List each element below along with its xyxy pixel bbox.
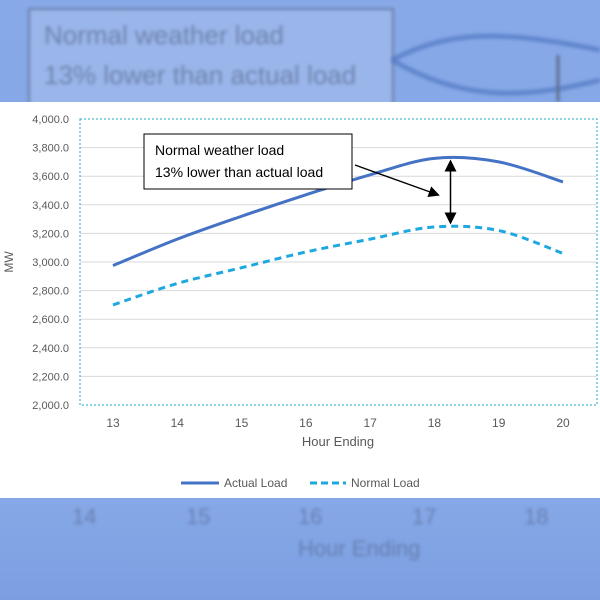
annotation-pointer-arrow	[354, 164, 440, 197]
chart-card: 2,000.0 2,200.0 2,400.0 2,600.0 2,800.0 3,000…	[0, 102, 600, 498]
annotation-line2: 13% lower than actual load	[155, 164, 323, 180]
y-tick-label: 3,000.0	[32, 257, 69, 269]
ghost-tick: 17	[412, 504, 437, 529]
x-tick-label: 13	[106, 416, 120, 430]
x-tick-label: 15	[235, 416, 249, 430]
ghost-tick: 15	[186, 504, 211, 529]
ghost-tick: 18	[524, 504, 549, 529]
ghost-annotation-box	[28, 8, 394, 102]
y-tick-label: 2,000.0	[32, 400, 69, 412]
ghost-curves	[390, 33, 600, 102]
x-tick-label: 20	[556, 416, 570, 430]
y-tick-label: 4,000.0	[32, 114, 69, 126]
annotation-line1: Normal weather load	[155, 142, 284, 158]
y-tick-label: 3,600.0	[32, 171, 69, 183]
x-tick-label: 18	[428, 416, 442, 430]
series-line-normal-load	[112, 224, 564, 307]
x-axis-label: Hour Ending	[302, 434, 374, 449]
legend: Actual Load Normal Load	[181, 476, 420, 490]
legend-label-actual: Actual Load	[224, 476, 287, 490]
legend-label-normal: Normal Load	[351, 476, 420, 490]
background-bottom: 14 15 16 17 18 Hour Ending	[0, 498, 600, 600]
x-tick-label: 16	[299, 416, 313, 430]
y-tick-labels: 2,000.0 2,200.0 2,400.0 2,600.0 2,800.0 3,000…	[32, 114, 69, 412]
y-tick-label: 3,200.0	[32, 228, 69, 240]
y-tick-label: 2,800.0	[32, 286, 69, 298]
y-tick-label: 2,200.0	[32, 371, 69, 383]
ghost-tick: 14	[72, 504, 97, 529]
ghost-tick: 16	[298, 504, 323, 529]
background-top: Normal weather load 13% lower than actua…	[0, 0, 600, 102]
annotation-box	[143, 133, 353, 190]
y-tick-label: 3,800.0	[32, 143, 69, 155]
y-tick-label: 2,600.0	[32, 314, 69, 326]
x-tick-labels: 13 14 15 16 17 18 19 20	[106, 416, 570, 430]
line-chart: 2,000.0 2,200.0 2,400.0 2,600.0 2,800.0 3,000…	[2, 114, 598, 490]
plot-area-border	[79, 118, 598, 406]
x-tick-label: 14	[171, 416, 185, 430]
x-tick-label: 17	[363, 416, 377, 430]
ghost-annotation-line2: 13% lower than actual load	[44, 60, 357, 90]
y-tick-label: 3,400.0	[32, 200, 69, 212]
ghost-xlabel: Hour Ending	[298, 536, 421, 561]
x-tick-label: 19	[492, 416, 506, 430]
y-tick-label: 2,400.0	[32, 343, 69, 355]
ghost-annotation-line1: Normal weather load	[44, 20, 284, 50]
y-axis-label: MW	[2, 251, 16, 273]
